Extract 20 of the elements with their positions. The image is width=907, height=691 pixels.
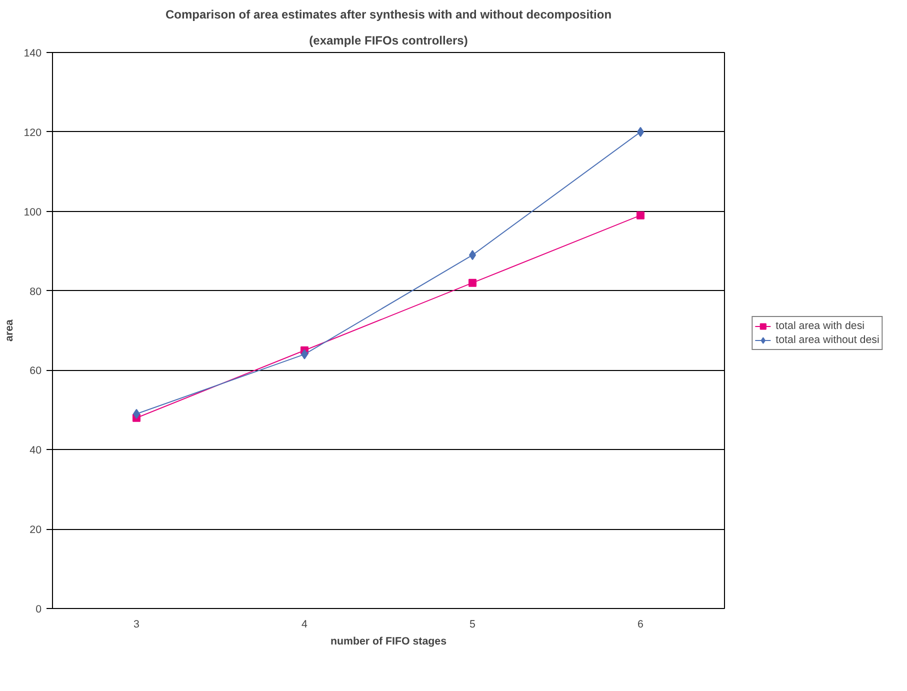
y-tick-label: 100 (24, 206, 42, 218)
y-tick-label: 140 (24, 48, 42, 60)
y-tick-label: 20 (30, 524, 42, 536)
y-tick-label: 60 (30, 365, 42, 378)
legend-label: total area with desi (776, 319, 865, 333)
chart-subtitle: (example FIFOs controllers) (309, 34, 468, 48)
x-tick-label: 3 (134, 618, 140, 630)
y-tick-label: 120 (24, 126, 42, 139)
x-tick-label: 4 (302, 618, 308, 630)
point (468, 278, 476, 287)
x-tick-label: 6 (638, 618, 644, 630)
legend-label: total area without desi (776, 333, 880, 347)
chart-title: Comparison of area estimates after synthesis with and without decomposition (165, 8, 612, 22)
y-axis-title: area (4, 319, 16, 342)
point (636, 211, 644, 220)
y-tick-label: 40 (30, 444, 42, 457)
y-tick-label: 0 (36, 604, 42, 616)
x-axis-title: number of FIFO stages (330, 636, 447, 648)
y-tick-label: 80 (30, 286, 42, 298)
x-tick-label: 5 (470, 618, 476, 630)
